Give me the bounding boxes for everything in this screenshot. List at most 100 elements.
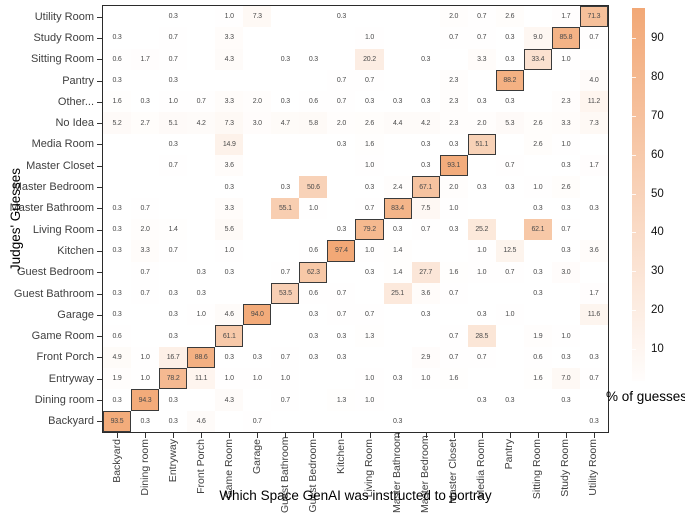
heatmap-cell [468, 283, 496, 304]
heatmap-cell [524, 411, 552, 432]
heatmap-cell: 1.0 [355, 368, 384, 390]
colorbar-tick-label: 90 [651, 32, 664, 44]
heatmap-cell: 25.2 [467, 218, 496, 241]
heatmap-cell: 97.4 [327, 240, 356, 262]
heatmap-cell: 7.3 [215, 112, 244, 134]
heatmap-cell: 4.3 [215, 48, 244, 70]
heatmap-cell: 0.3 [103, 197, 132, 219]
heatmap-cell: 0.7 [579, 27, 608, 49]
heatmap-cell: 1.6 [439, 368, 468, 390]
y-axis-tick [97, 165, 102, 167]
y-axis-tick [97, 59, 102, 61]
heatmap-cell: 1.0 [215, 368, 244, 390]
heatmap-cell [524, 91, 552, 112]
heatmap-cell: 0.3 [383, 410, 412, 432]
heatmap-cell [243, 176, 271, 197]
heatmap-cell: 0.3 [103, 389, 132, 411]
heatmap-cell: 0.6 [299, 240, 328, 262]
heatmap-cell [187, 70, 215, 91]
heatmap-cell: 0.3 [327, 218, 356, 241]
heatmap-cell: 3.3 [551, 112, 580, 134]
heatmap-cell: 1.9 [523, 325, 552, 347]
heatmap-cell: 0.6 [299, 91, 328, 113]
heatmap-cell: 3.0 [243, 112, 272, 134]
heatmap-cell: 1.7 [551, 6, 580, 28]
heatmap-cell: 0.3 [103, 27, 132, 49]
heatmap-cell [580, 134, 608, 155]
heatmap-cell [468, 70, 496, 91]
heatmap-cell [327, 368, 355, 389]
heatmap-cell: 3.3 [131, 240, 160, 262]
heatmap-cell: 1.0 [243, 368, 272, 390]
heatmap-cell [215, 411, 243, 432]
heatmap-cell [131, 70, 159, 91]
y-axis-tick [97, 187, 102, 189]
heatmap-cell [103, 155, 131, 176]
heatmap-cell [243, 155, 271, 176]
heatmap-cell: 2.6 [523, 133, 552, 156]
x-axis-tick [173, 433, 175, 438]
heatmap-cell: 0.3 [159, 133, 188, 156]
heatmap-cell: 55.1 [271, 197, 300, 219]
heatmap-cell: 0.7 [131, 282, 160, 305]
heatmap-cell: 1.0 [215, 240, 244, 262]
heatmap-cell: 2.9 [411, 346, 440, 369]
heatmap-cell: 1.0 [411, 368, 440, 390]
heatmap-cell [440, 389, 468, 410]
heatmap-cell [355, 347, 383, 368]
heatmap-cell: 0.3 [523, 282, 552, 305]
heatmap-cell [243, 49, 271, 70]
x-axis-tick [369, 433, 371, 438]
heatmap-cell: 0.3 [411, 133, 440, 156]
heatmap-cell [271, 411, 299, 432]
heatmap-cell: 0.3 [439, 218, 468, 241]
heatmap-cell: 0.7 [271, 261, 300, 283]
heatmap-cell [412, 411, 440, 432]
heatmap-cell [299, 155, 327, 176]
heatmap-cell [355, 6, 383, 27]
heatmap-cell: 1.0 [495, 304, 524, 326]
heatmap-cell: 0.3 [299, 304, 328, 326]
y-axis-label: Front Porch [36, 351, 94, 364]
heatmap-cell: 0.7 [187, 91, 216, 113]
x-axis-tick [593, 433, 595, 438]
heatmap-cell: 0.7 [159, 27, 188, 49]
colorbar-tick [632, 115, 636, 117]
heatmap-cell [552, 411, 580, 432]
colorbar-tick-label: 70 [651, 109, 664, 122]
y-axis-tick [97, 314, 102, 316]
heatmap-cell [384, 389, 412, 410]
heatmap-cell: 1.0 [215, 6, 244, 28]
heatmap-cell: 0.7 [467, 6, 496, 28]
heatmap-cell: 4.2 [187, 112, 216, 134]
heatmap-cell: 7.3 [579, 112, 608, 134]
heatmap-cell [327, 176, 355, 197]
heatmap-cell: 0.3 [355, 91, 384, 113]
heatmap-cell: 1.6 [439, 261, 468, 283]
x-axis-tick [537, 433, 539, 438]
heatmap-cell: 67.1 [411, 176, 440, 198]
colorbar-tick [632, 232, 636, 234]
heatmap-cell: 0.7 [159, 240, 188, 262]
heatmap-cell: 1.4 [159, 218, 188, 241]
heatmap-cell: 83.4 [383, 197, 412, 219]
heatmap-cell: 0.3 [495, 389, 524, 411]
heatmap-cell [159, 198, 187, 219]
heatmap-cell [384, 304, 412, 325]
heatmap-cell: 2.7 [131, 112, 160, 134]
heatmap-cell: 3.0 [551, 261, 580, 283]
heatmap-cell: 0.3 [159, 325, 188, 347]
heatmap-cell: 50.6 [299, 176, 328, 198]
heatmap-cell: 1.0 [523, 176, 552, 198]
heatmap-cell: 0.3 [579, 346, 608, 369]
heatmap-cell: 0.3 [411, 48, 440, 70]
y-axis-tick [97, 272, 102, 274]
heatmap-cell: 0.3 [187, 282, 216, 305]
heatmap-cell [271, 325, 299, 346]
heatmap-cell [299, 70, 327, 91]
heatmap-cell: 0.7 [159, 155, 188, 177]
heatmap-cell [103, 176, 131, 197]
heatmap-cell: 0.7 [355, 69, 384, 92]
heatmap-cell [159, 262, 187, 283]
